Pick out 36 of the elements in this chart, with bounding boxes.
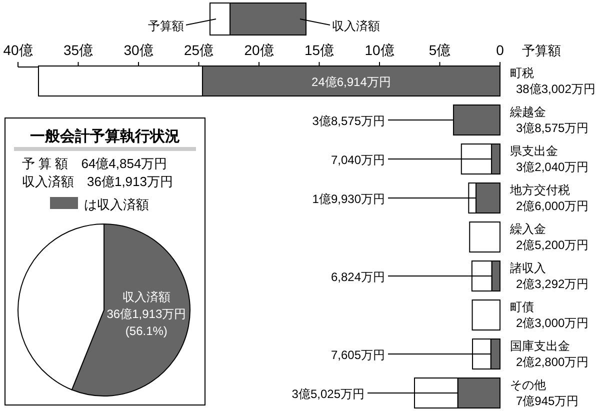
y-tick-label: 諸収入 2億3,292万円: [510, 261, 589, 291]
x-tick-label: 35億: [63, 42, 94, 58]
x-tick-label: 40億: [3, 42, 33, 58]
x-tick-label: 20億: [244, 42, 274, 58]
annotation: は収入済額: [84, 197, 149, 212]
slice-label: 収入済額: [122, 290, 170, 304]
bar: [469, 222, 500, 252]
data-label: 36億1,913万円 (56.1%): [106, 307, 186, 338]
x-tick-label: 0: [496, 42, 504, 58]
annotation: 収入済額 36億1,913万円: [22, 174, 173, 189]
x-tick-label: 15億: [304, 42, 334, 58]
y-tick-label: 繰入金 2億5,200万円: [509, 222, 589, 252]
y-tick-label: 地方交付税 2億6,000万円: [509, 183, 589, 213]
x-tick-label: 30億: [124, 42, 154, 58]
y-tick-label: その他 7億945万円: [510, 378, 579, 408]
x-tick-label: 5億: [428, 42, 451, 58]
annotation: 7,040万円: [330, 153, 385, 167]
annotation: 1億9,930万円: [312, 192, 385, 206]
y-tick-label: 県支出金 3億2,040万円: [510, 144, 589, 174]
y-tick-label: 国庫支出金 2億2,800万円: [510, 339, 589, 369]
bar: [472, 300, 500, 330]
legend-label: 収入済額: [332, 19, 380, 33]
y-tick-label: 繰越金 3億8,575万円: [509, 105, 589, 135]
y-tick-label: 町債 2億3,000万円: [510, 300, 589, 330]
annotation: 予 算 額 64億4,854万円: [22, 156, 168, 171]
y-tick-label: 町税 38億3,002万円: [510, 66, 596, 96]
annotation: 3億8,575万円: [312, 114, 385, 128]
y-axis-title: 予算額: [522, 43, 561, 58]
annotation: 7,605万円: [330, 348, 385, 362]
annotation: 6,824万円: [330, 270, 385, 284]
x-tick-label: 25億: [184, 42, 214, 58]
chart-title: 一般会計予算執行状況: [30, 128, 180, 145]
annotation: 3億5,025万円: [292, 387, 365, 401]
x-tick-label: 10億: [364, 42, 394, 58]
annotation: 24億6,914万円: [312, 75, 391, 89]
picture-legend-key: 予算額 収入済額: [148, 2, 380, 36]
